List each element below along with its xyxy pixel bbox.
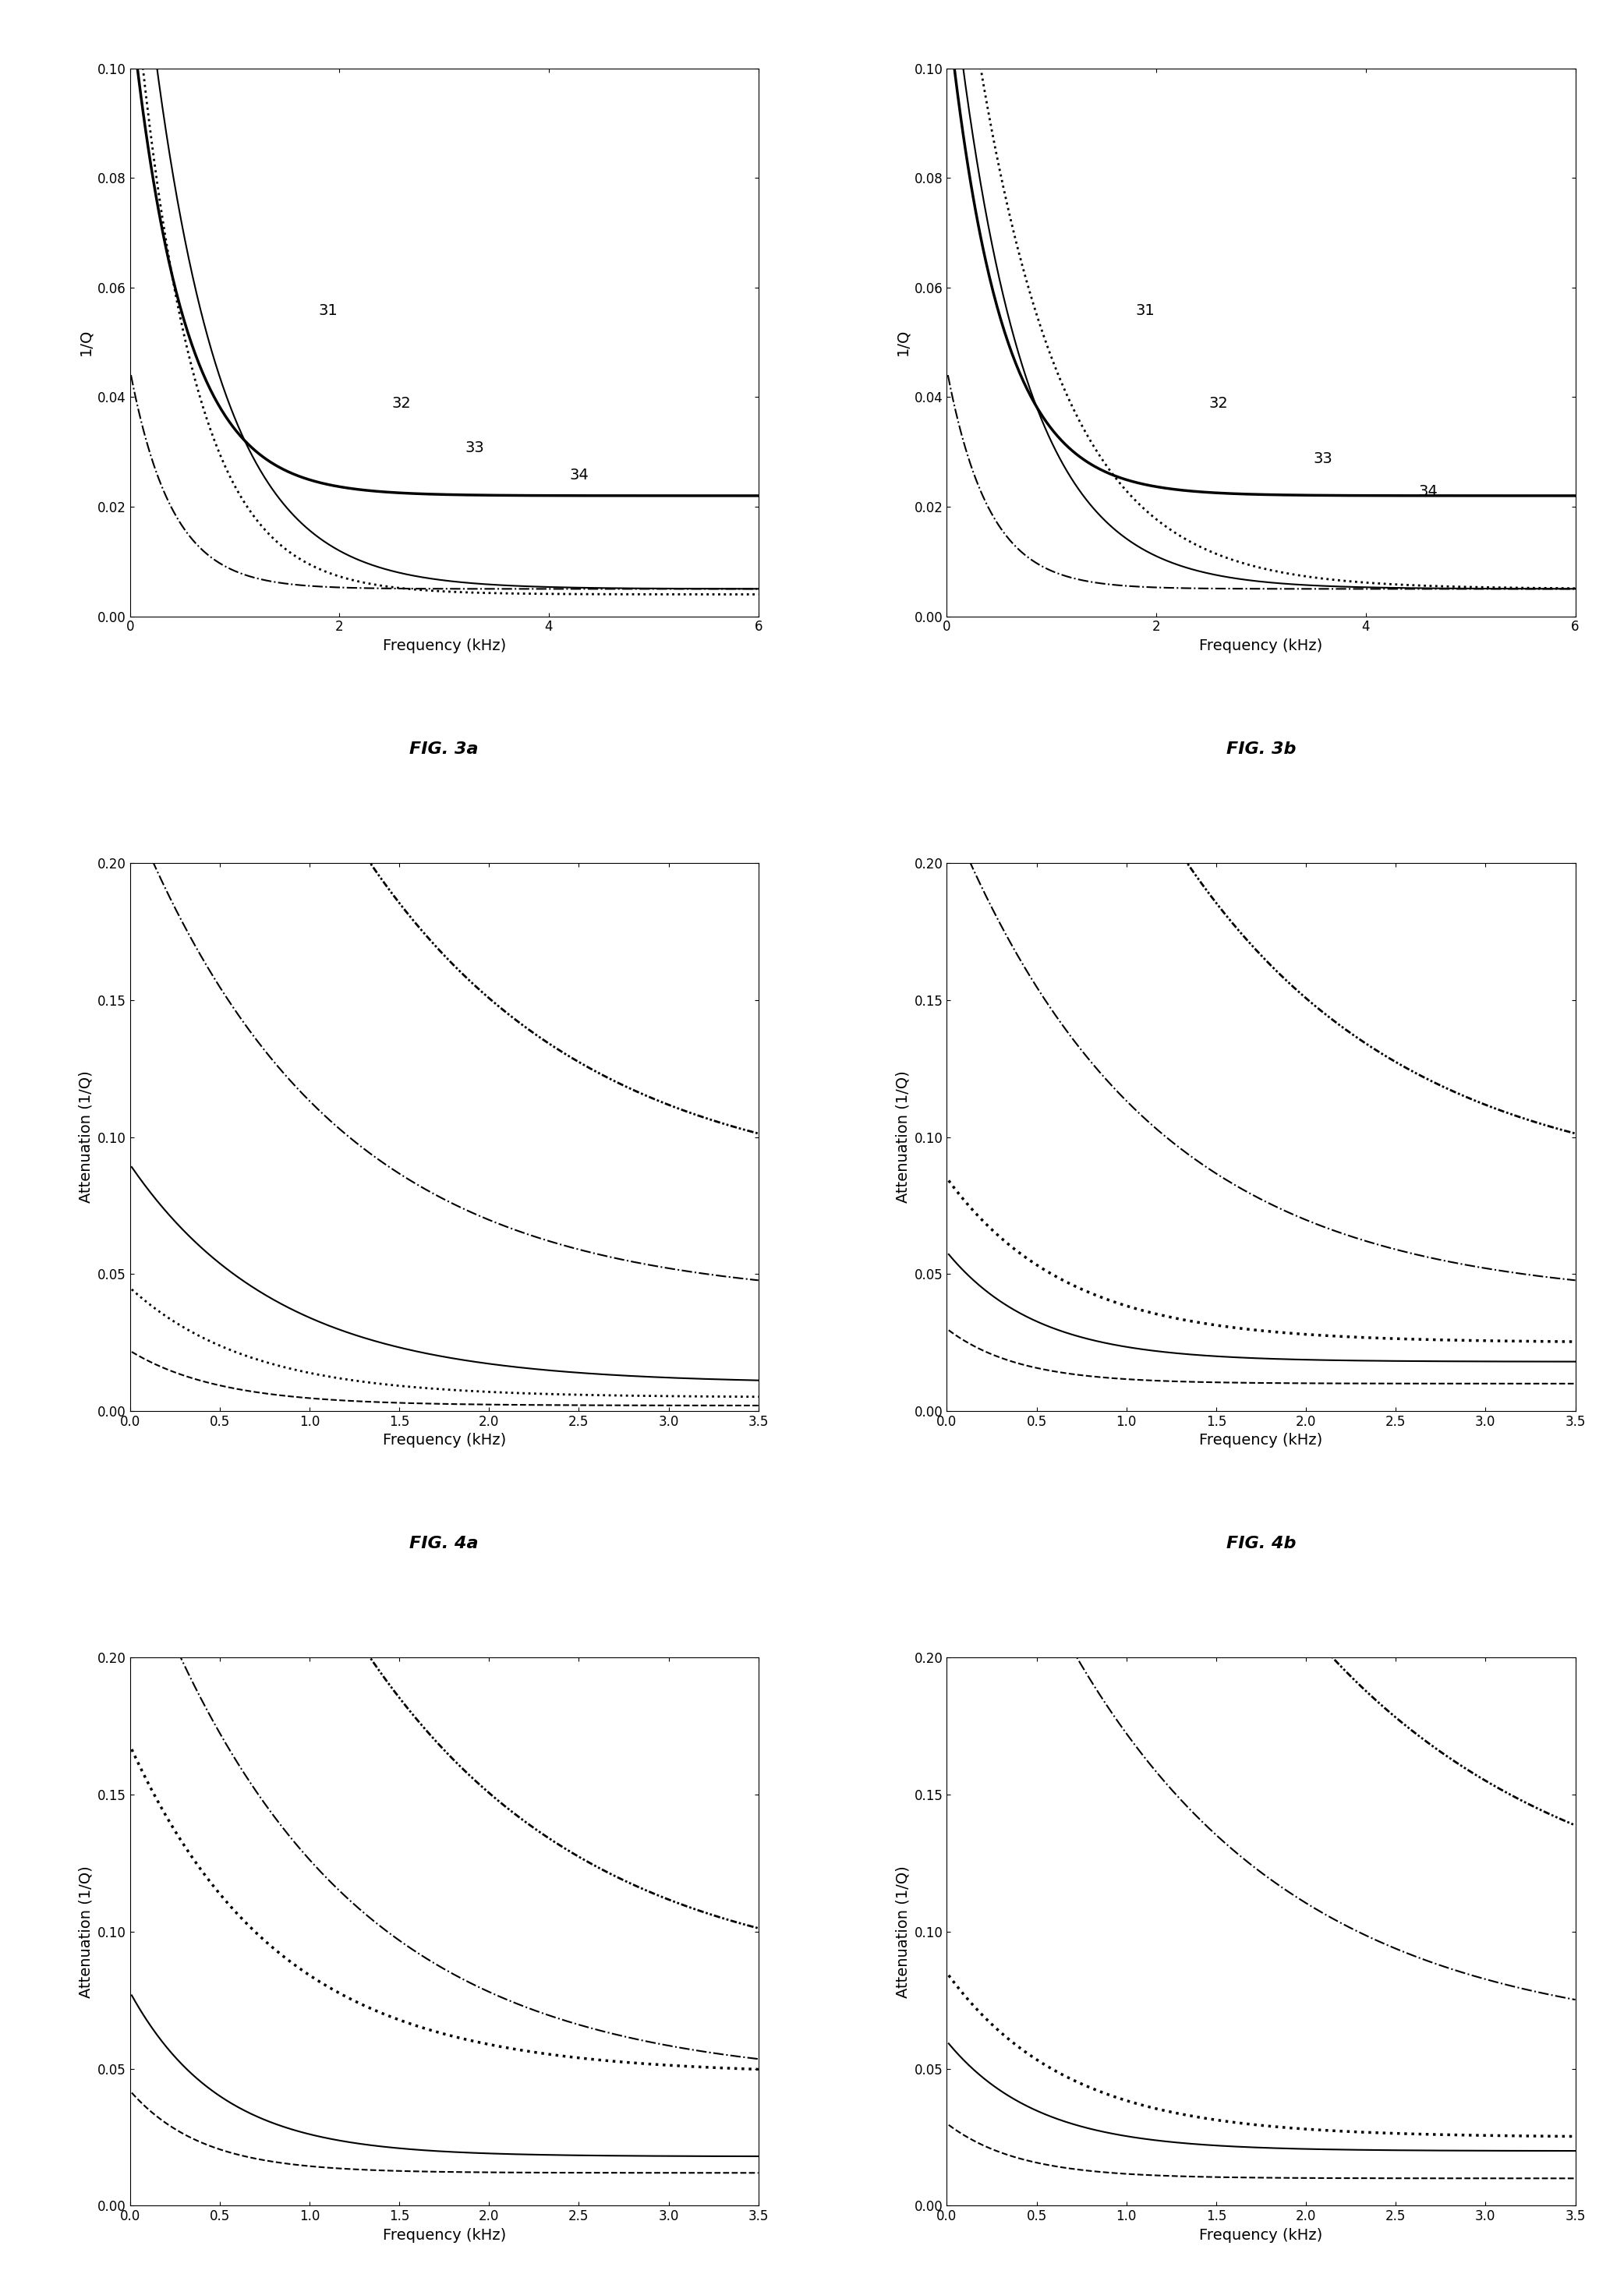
X-axis label: Frequency (kHz): Frequency (kHz) (1200, 639, 1324, 653)
Y-axis label: Attenuation (1/Q): Attenuation (1/Q) (78, 1865, 93, 1999)
Text: 31: 31 (318, 302, 338, 318)
Y-axis label: 1/Q: 1/Q (78, 330, 93, 355)
Text: FIG. 4b: FIG. 4b (1226, 1537, 1296, 1551)
X-axis label: Frequency (kHz): Frequency (kHz) (1200, 2229, 1324, 2242)
X-axis label: Frequency (kHz): Frequency (kHz) (382, 1433, 505, 1449)
Text: FIG. 3a: FIG. 3a (409, 741, 479, 757)
Y-axis label: Attenuation (1/Q): Attenuation (1/Q) (895, 1071, 909, 1203)
X-axis label: Frequency (kHz): Frequency (kHz) (1200, 1433, 1324, 1449)
Text: FIG. 3b: FIG. 3b (1226, 741, 1296, 757)
Text: 32: 32 (391, 396, 411, 412)
Text: 32: 32 (1208, 396, 1228, 412)
Y-axis label: 1/Q: 1/Q (895, 330, 909, 355)
Text: 33: 33 (464, 441, 484, 455)
Y-axis label: Attenuation (1/Q): Attenuation (1/Q) (895, 1865, 909, 1999)
Text: 34: 34 (1418, 484, 1437, 498)
Y-axis label: Attenuation (1/Q): Attenuation (1/Q) (78, 1071, 93, 1203)
Text: 31: 31 (1135, 302, 1155, 318)
Text: 34: 34 (570, 468, 590, 482)
Text: FIG. 4a: FIG. 4a (409, 1537, 479, 1551)
X-axis label: Frequency (kHz): Frequency (kHz) (382, 2229, 505, 2242)
Text: 33: 33 (1314, 450, 1333, 466)
X-axis label: Frequency (kHz): Frequency (kHz) (382, 639, 505, 653)
